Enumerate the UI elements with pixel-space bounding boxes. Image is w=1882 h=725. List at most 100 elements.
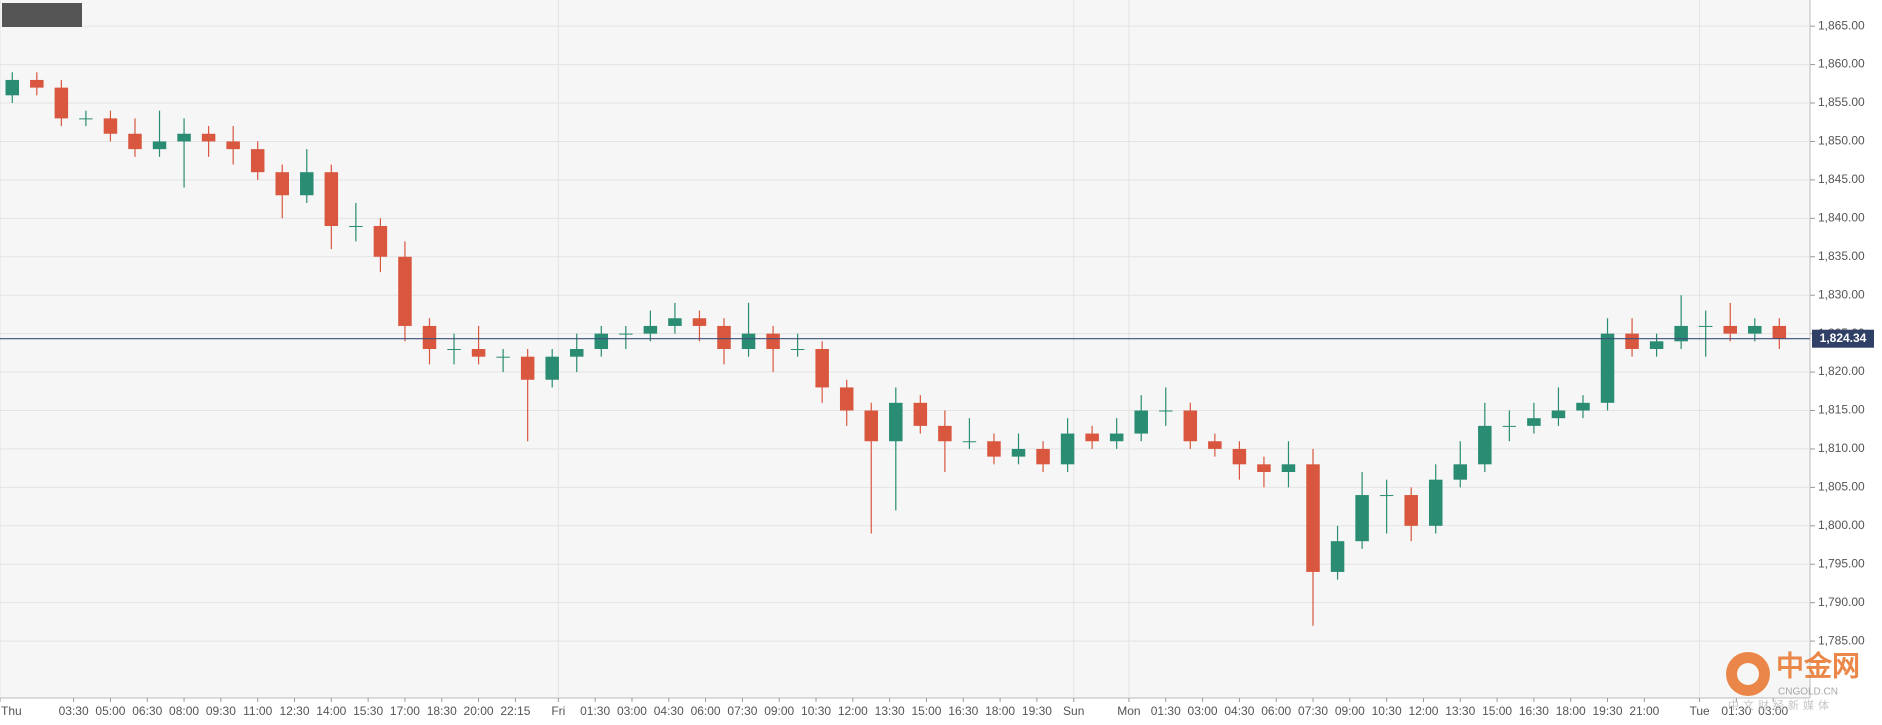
candle-body	[594, 333, 609, 349]
candle-body	[1306, 464, 1320, 572]
candle-body	[1355, 495, 1369, 542]
x-tick-label: 12:00	[838, 704, 868, 718]
candle-body	[1109, 433, 1124, 442]
x-tick-label: 16:30	[948, 704, 978, 718]
y-tick-label: 1,850.00	[1818, 134, 1865, 148]
x-tick-label: 04:30	[1224, 704, 1254, 718]
x-tick-label: 20:00	[464, 704, 494, 718]
y-tick-label: 1,810.00	[1818, 441, 1865, 455]
candle-body	[864, 410, 879, 442]
y-tick-label: 1,795.00	[1818, 556, 1865, 570]
candle-body	[471, 349, 486, 357]
y-tick-label: 1,790.00	[1818, 595, 1865, 609]
x-tick-label: 18:30	[427, 704, 457, 718]
y-tick-label: 1,815.00	[1818, 403, 1865, 417]
symbol-badge	[2, 3, 82, 27]
candle-body	[54, 87, 69, 119]
y-tick-label: 1,845.00	[1818, 172, 1865, 186]
candle-body	[839, 387, 854, 411]
x-tick-label: 11:00	[243, 704, 272, 718]
candle-body	[938, 425, 952, 442]
x-tick-label: Mon	[1117, 704, 1140, 718]
x-tick-label: 03:00	[617, 704, 647, 718]
candle-body	[300, 172, 314, 196]
candle-body	[201, 133, 216, 142]
x-tick-label: 12:30	[279, 704, 309, 718]
price-badge	[1812, 329, 1874, 348]
candle-body	[5, 79, 20, 96]
candle-body	[1551, 410, 1566, 419]
candle-body	[422, 325, 437, 349]
x-tick-label: 12:00	[1408, 704, 1438, 718]
candle-body	[889, 402, 903, 442]
candles	[0, 72, 1810, 626]
x-tick-label: 09:00	[1335, 704, 1365, 718]
x-tick-label: 03:00	[1188, 704, 1218, 718]
x-tick-label: Thu	[1, 704, 22, 718]
x-tick-label: 03:30	[59, 704, 89, 718]
y-tick-label: 1,840.00	[1818, 210, 1865, 224]
candle-body	[103, 118, 118, 134]
x-tick-label: 01:30	[580, 704, 610, 718]
x-tick-label: 15:30	[353, 704, 383, 718]
candle-body	[717, 325, 731, 349]
candle-body	[398, 256, 412, 326]
candle-body	[1085, 433, 1099, 442]
y-tick-label: 1,820.00	[1818, 364, 1865, 378]
candle-body	[1576, 402, 1590, 411]
candle-body	[569, 349, 584, 357]
x-tick-label: 05:00	[95, 704, 125, 718]
x-tick-label: 01:30	[1151, 704, 1181, 718]
candle-body	[250, 149, 265, 173]
candle-body	[1748, 325, 1762, 334]
plot-area	[0, 0, 1810, 698]
y-tick-label: 1,865.00	[1818, 18, 1865, 32]
candle-body	[1698, 325, 1713, 327]
x-tick-label: 10:30	[1372, 704, 1402, 718]
x-tick-label: 15:00	[1482, 704, 1512, 718]
candle-body	[815, 349, 829, 388]
candle-body	[447, 349, 461, 350]
candle-body	[1257, 464, 1271, 472]
candle-body	[520, 356, 535, 380]
candle-body	[79, 118, 93, 120]
candle-body	[1428, 479, 1443, 526]
y-tick-label: 1,800.00	[1818, 518, 1865, 532]
x-tick-label: 18:00	[1556, 704, 1586, 718]
x-tick-label: 09:30	[206, 704, 236, 718]
candle-body	[152, 141, 167, 150]
candle-body	[1600, 333, 1615, 403]
candle-body	[1478, 425, 1492, 465]
watermark-tagline: 中文财经新媒体	[1728, 698, 1833, 712]
x-tick-label: 06:30	[132, 704, 162, 718]
candle-body	[1723, 325, 1737, 334]
candle-body	[913, 402, 928, 426]
candle-body	[1674, 325, 1688, 342]
candle-body	[1159, 410, 1173, 412]
x-tick-label: 07:30	[727, 704, 757, 718]
candle-body	[226, 141, 240, 150]
x-tick-label: 17:00	[390, 704, 420, 718]
candle-body	[177, 133, 191, 142]
candle-body	[1453, 464, 1468, 480]
candle-body	[692, 318, 707, 326]
watermark-name: 中金网	[1776, 649, 1860, 681]
candle-body	[1183, 410, 1198, 442]
price-label: 1,824.34	[1820, 331, 1867, 345]
candle-body	[1772, 325, 1787, 339]
x-tick-label: 03:00	[1758, 704, 1788, 718]
candle-body	[373, 226, 388, 257]
candle-body	[1208, 441, 1222, 449]
y-tick-label: 1,860.00	[1818, 57, 1865, 71]
x-tick-label: 19:30	[1593, 704, 1623, 718]
x-tick-label: 06:00	[691, 704, 721, 718]
candle-body	[30, 79, 44, 88]
candle-body	[545, 356, 559, 380]
candle-body	[962, 441, 977, 443]
candle-body	[1134, 410, 1148, 434]
axes: 1,785.00 1,790.00 1,795.00 1,800.00 1,805.00…	[0, 18, 1874, 718]
candle-body	[496, 356, 510, 358]
candle-body	[619, 333, 633, 335]
